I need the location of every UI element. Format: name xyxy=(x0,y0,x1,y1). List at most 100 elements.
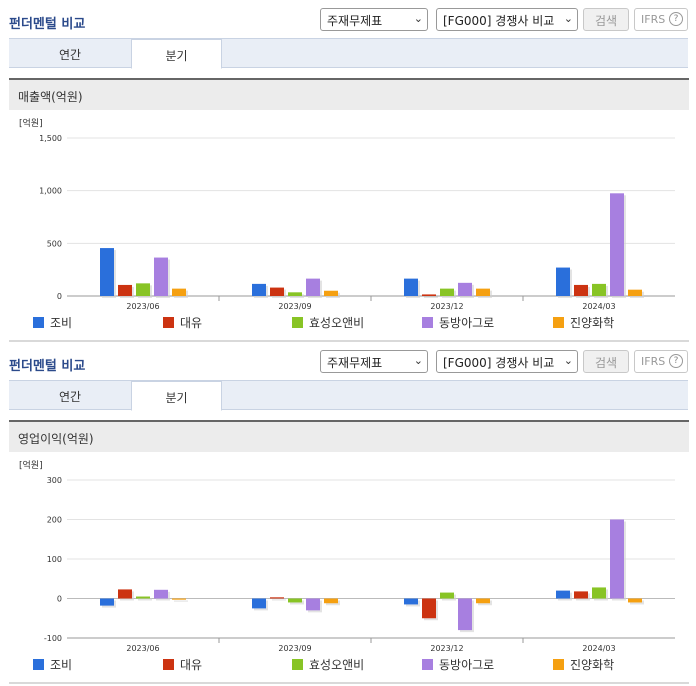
bar-shadow xyxy=(174,600,188,602)
bar[interactable] xyxy=(422,598,436,619)
bar[interactable] xyxy=(440,288,454,296)
legend-item[interactable]: 진양화학 xyxy=(553,656,614,673)
ifrs-help-button[interactable]: IFRS ? xyxy=(634,8,688,31)
bar[interactable] xyxy=(100,598,114,606)
y-tick-label: 0 xyxy=(57,595,62,604)
legend-item[interactable]: 조비 xyxy=(33,314,72,331)
chart-legend: 조비 대유 효성오앤비 동방아그로 진양화학 xyxy=(9,656,689,674)
bar[interactable] xyxy=(574,284,588,296)
bar[interactable] xyxy=(306,278,320,296)
bar[interactable] xyxy=(306,598,320,611)
period-tabs: 연간 분기 xyxy=(9,38,688,69)
statement-select[interactable]: 주재무제표 ⌄ xyxy=(320,350,428,373)
bar[interactable] xyxy=(154,257,168,296)
tab-annual[interactable]: 연간 xyxy=(58,390,82,404)
legend-swatch xyxy=(292,659,303,670)
tab-annual[interactable]: 연간 xyxy=(58,48,82,62)
legend-label: 대유 xyxy=(180,658,203,672)
bar[interactable] xyxy=(404,598,418,605)
tab-quarterly[interactable]: 분기 xyxy=(131,381,222,411)
bar[interactable] xyxy=(252,598,266,609)
legend-item[interactable]: 진양화학 xyxy=(553,314,614,331)
fundamental-panel-operating-profit: 펀더멘털 비교 주재무제표 ⌄ [FG000] 경쟁사 비교 ⌄ 검색 IFRS… xyxy=(0,342,696,684)
y-axis-unit: [억원] xyxy=(19,117,43,129)
bar[interactable] xyxy=(172,288,186,296)
bar[interactable] xyxy=(610,193,624,296)
bar[interactable] xyxy=(458,282,472,296)
bar[interactable] xyxy=(100,248,114,296)
chevron-down-icon: ⌄ xyxy=(563,354,573,367)
search-button[interactable]: 검색 xyxy=(583,8,629,31)
legend-swatch xyxy=(422,659,433,670)
bar[interactable] xyxy=(136,283,150,296)
compare-select[interactable]: [FG000] 경쟁사 비교 ⌄ xyxy=(436,350,578,373)
bar[interactable] xyxy=(610,519,624,599)
legend-item[interactable]: 조비 xyxy=(33,656,72,673)
bar[interactable] xyxy=(476,598,490,604)
bar[interactable] xyxy=(592,283,606,296)
bar[interactable] xyxy=(422,294,436,296)
bar[interactable] xyxy=(270,597,284,599)
bar[interactable] xyxy=(574,591,588,599)
ifrs-label: IFRS xyxy=(641,355,666,368)
tab-quarterly[interactable]: 분기 xyxy=(131,39,222,69)
bar[interactable] xyxy=(476,288,490,296)
panel-title: 펀더멘털 비교 xyxy=(9,17,86,32)
search-button[interactable]: 검색 xyxy=(583,350,629,373)
statement-select-value: 주재무제표 xyxy=(327,14,383,28)
legend-swatch xyxy=(553,317,564,328)
bar[interactable] xyxy=(592,587,606,599)
legend-item[interactable]: 동방아그로 xyxy=(422,656,494,673)
legend-swatch xyxy=(553,659,564,670)
legend-item[interactable]: 대유 xyxy=(163,314,202,331)
legend-item[interactable]: 효성오앤비 xyxy=(292,314,364,331)
bar[interactable] xyxy=(440,592,454,599)
chart-header: 영업이익(억원) xyxy=(9,422,689,452)
legend-label: 진양화학 xyxy=(570,316,615,330)
chevron-down-icon: ⌄ xyxy=(563,12,573,25)
ifrs-help-button[interactable]: IFRS ? xyxy=(634,350,688,373)
bar[interactable] xyxy=(270,287,284,296)
legend-label: 조비 xyxy=(50,658,73,672)
bar[interactable] xyxy=(458,598,472,631)
bar-shadow xyxy=(424,296,438,298)
bar[interactable] xyxy=(324,598,338,604)
bar[interactable] xyxy=(288,598,302,603)
legend-item[interactable]: 동방아그로 xyxy=(422,314,494,331)
bar[interactable] xyxy=(556,267,570,296)
x-tick-label: 2023/09 xyxy=(278,302,311,311)
statement-select[interactable]: 주재무제표 ⌄ xyxy=(320,8,428,31)
legend-label: 효성오앤비 xyxy=(309,316,365,330)
x-tick-label: 2023/09 xyxy=(278,644,311,653)
bar[interactable] xyxy=(172,598,186,600)
y-tick-label: 500 xyxy=(47,239,62,248)
bar[interactable] xyxy=(252,283,266,296)
bar[interactable] xyxy=(118,589,132,599)
legend-label: 효성오앤비 xyxy=(309,658,365,672)
bar[interactable] xyxy=(136,596,150,599)
chart-legend: 조비 대유 효성오앤비 동방아그로 진양화학 xyxy=(9,314,689,332)
bar[interactable] xyxy=(154,589,168,599)
legend-item[interactable]: 대유 xyxy=(163,656,202,673)
compare-select[interactable]: [FG000] 경쟁사 비교 ⌄ xyxy=(436,8,578,31)
bar[interactable] xyxy=(118,284,132,296)
bar[interactable] xyxy=(628,289,642,296)
x-tick-label: 2023/06 xyxy=(126,644,159,653)
bar-shadow xyxy=(272,599,286,601)
bar[interactable] xyxy=(628,598,642,603)
legend-label: 조비 xyxy=(50,316,73,330)
panel-header: 펀더멘털 비교 주재무제표 ⌄ [FG000] 경쟁사 비교 ⌄ 검색 IFRS… xyxy=(0,342,696,378)
x-tick-label: 2023/12 xyxy=(430,302,463,311)
legend-item[interactable]: 효성오앤비 xyxy=(292,656,364,673)
legend-label: 동방아그로 xyxy=(439,658,495,672)
bar-shadow xyxy=(290,600,304,605)
period-tabs: 연간 분기 xyxy=(9,380,688,411)
compare-select-value: [FG000] 경쟁사 비교 xyxy=(443,356,555,370)
x-tick-label: 2023/06 xyxy=(126,302,159,311)
bar[interactable] xyxy=(324,290,338,296)
bar[interactable] xyxy=(404,278,418,296)
bar[interactable] xyxy=(556,590,570,599)
bar[interactable] xyxy=(288,292,302,296)
panel-header: 펀더멘털 비교 주재무제표 ⌄ [FG000] 경쟁사 비교 ⌄ 검색 IFRS… xyxy=(0,0,696,36)
chevron-down-icon: ⌄ xyxy=(413,354,423,367)
